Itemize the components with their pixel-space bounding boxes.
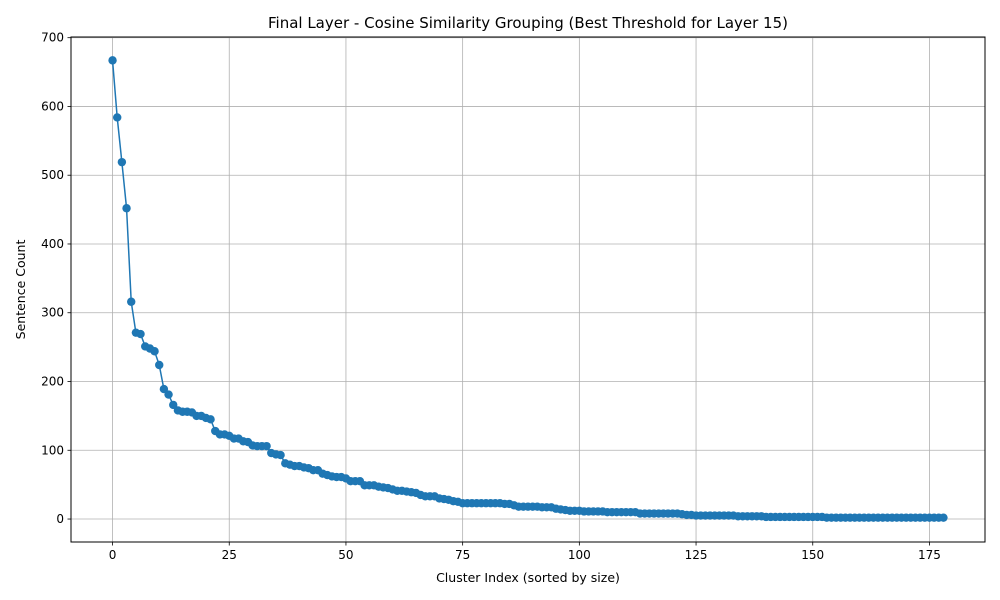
y-tick-label: 500	[41, 168, 64, 182]
x-tick-label: 150	[801, 548, 824, 562]
y-tick-label: 0	[56, 512, 64, 526]
y-tick-label: 200	[41, 375, 64, 389]
data-point	[150, 347, 159, 356]
x-tick-label: 125	[685, 548, 708, 562]
y-tick-label: 300	[41, 306, 64, 320]
data-point	[113, 113, 122, 122]
data-point	[155, 360, 164, 370]
x-tick-label: 0	[109, 548, 117, 562]
x-tick-label: 25	[222, 548, 237, 562]
data-point	[117, 157, 127, 167]
y-tick-label: 400	[41, 237, 64, 251]
data-point	[136, 329, 145, 339]
series	[108, 56, 948, 522]
data-point	[108, 56, 117, 65]
y-tick-label: 100	[41, 443, 64, 457]
x-tick-label: 175	[918, 548, 941, 562]
data-point	[169, 400, 178, 410]
plot-area-frame	[70, 36, 986, 543]
data-point	[127, 297, 136, 306]
x-tick-label: 100	[568, 548, 591, 562]
y-tick-label: 600	[41, 99, 64, 113]
x-axis-label: Cluster Index (sorted by size)	[436, 570, 620, 585]
grid	[71, 37, 985, 542]
y-axis-label: Sentence Count	[13, 240, 28, 340]
data-point	[276, 450, 285, 460]
series-line	[111, 60, 944, 519]
data-point	[122, 204, 131, 213]
y-tick-label: 700	[41, 31, 64, 45]
data-point	[262, 441, 271, 451]
data-point	[939, 513, 948, 522]
x-tick-label: 50	[338, 548, 353, 562]
data-point	[164, 390, 173, 399]
data-point	[159, 384, 169, 394]
data-point	[206, 415, 215, 424]
chart-title: Final Layer - Cosine Similarity Grouping…	[268, 14, 788, 32]
y-axis-ticks: 0 100 200 300 400 500 600 700	[41, 31, 71, 526]
x-tick-label: 75	[455, 548, 470, 562]
x-axis-ticks: 0 25 50 75 100 125 150 175	[109, 542, 941, 562]
